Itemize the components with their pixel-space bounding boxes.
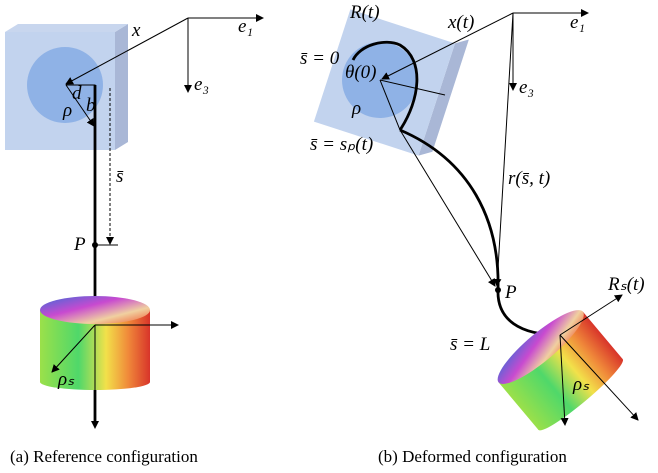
rod xyxy=(400,130,560,335)
label: ρ xyxy=(62,100,72,121)
box-side xyxy=(115,24,128,150)
label: s̄ = 0 xyxy=(300,48,340,69)
label: P xyxy=(504,282,517,303)
vector-r xyxy=(497,13,513,286)
figure: x e₁ e₃ d ρ b s̄ P ρₛ (a) Reference conf… xyxy=(0,0,658,473)
label: x(t) xyxy=(447,12,474,33)
label: ρₛ xyxy=(57,369,75,390)
label: b xyxy=(86,95,96,116)
box-top xyxy=(5,24,128,32)
label: e₃ xyxy=(194,74,209,95)
panel-b: R(t) x(t) e₁ e₃ s̄ = 0 θ(0) ρ s̄ = sₚ(t)… xyxy=(300,2,645,466)
label: s̄ xyxy=(116,166,124,187)
caption: (a) Reference configuration xyxy=(10,447,198,466)
label: e₁ xyxy=(238,16,253,37)
label: x xyxy=(131,20,141,41)
cylinder-top xyxy=(40,296,150,324)
label: d xyxy=(72,83,82,104)
point-p xyxy=(92,242,98,248)
label: e₃ xyxy=(519,77,534,98)
panel-a: x e₁ e₃ d ρ b s̄ P ρₛ (a) Reference conf… xyxy=(5,16,263,466)
point-p xyxy=(495,287,501,293)
caption: (b) Deformed configuration xyxy=(378,447,567,466)
label: s̄ = sₚ(t) xyxy=(310,134,373,155)
vector xyxy=(400,130,495,286)
label: r(s̄, t) xyxy=(508,168,550,189)
label: s̄ = L xyxy=(450,334,490,355)
label: P xyxy=(73,234,86,255)
label: Rₛ(t) xyxy=(607,274,645,295)
label: R(t) xyxy=(349,2,380,23)
label: θ(0) xyxy=(345,62,377,83)
label: ρ xyxy=(351,98,361,119)
label: ρₛ xyxy=(572,374,590,395)
label: e₁ xyxy=(570,12,585,33)
